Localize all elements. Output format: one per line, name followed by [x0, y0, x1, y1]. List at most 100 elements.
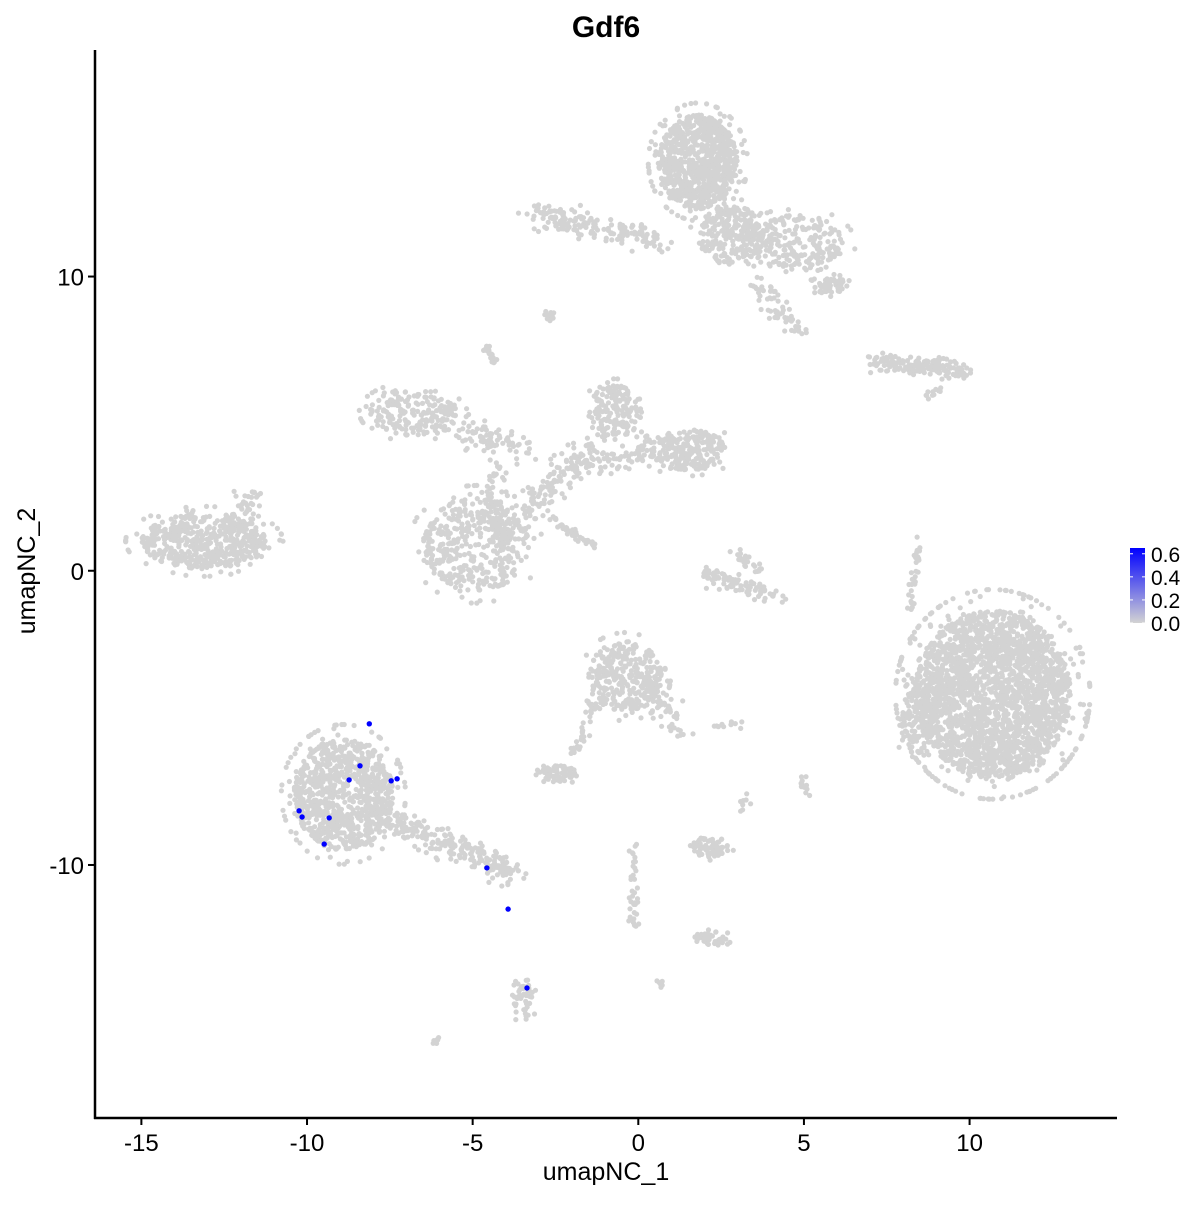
cell-point: [960, 629, 966, 635]
cell-point: [942, 701, 948, 707]
cell-point: [183, 572, 189, 578]
cell-point: [776, 260, 782, 266]
cell-point: [1009, 794, 1016, 800]
cell-point: [658, 190, 664, 196]
cell-point: [812, 290, 818, 296]
cell-point: [1054, 697, 1060, 703]
cell-point: [629, 248, 635, 254]
cell-point: [974, 689, 980, 695]
cell-point: [247, 561, 253, 567]
cell-point: [652, 142, 659, 148]
cell-point: [1034, 655, 1041, 661]
cell-point: [974, 659, 980, 665]
cell-point: [1012, 712, 1018, 718]
cell-point: [1017, 792, 1024, 798]
cell-point: [935, 684, 941, 690]
cell-point: [196, 559, 202, 565]
cell-point: [658, 175, 665, 181]
cell-point: [739, 231, 745, 237]
cell-point: [208, 563, 214, 569]
cell-point: [938, 679, 944, 685]
cell-point: [1000, 705, 1006, 712]
cell-point: [123, 539, 129, 545]
cell-point: [957, 647, 964, 653]
cell-point: [946, 785, 953, 791]
cell-point: [991, 766, 997, 772]
cell-point: [973, 704, 979, 711]
cell-point: [899, 737, 906, 743]
cell-point: [767, 222, 773, 228]
cell-point: [1067, 730, 1073, 736]
cell-point: [235, 562, 241, 568]
cell-point: [999, 610, 1005, 616]
cell-point: [925, 770, 931, 776]
cell-point: [719, 172, 725, 178]
cell-point: [944, 740, 951, 746]
cell-point: [758, 275, 764, 281]
cell-point: [1039, 641, 1045, 648]
cell-point: [957, 655, 964, 661]
cell-point: [688, 224, 694, 230]
cell-point: [553, 215, 559, 221]
cell-point: [932, 776, 939, 782]
cell-point: [716, 258, 722, 264]
cell-point: [945, 768, 951, 774]
cell-point: [250, 511, 256, 517]
cell-point: [796, 327, 802, 333]
cell-point: [687, 208, 693, 214]
cell-point: [959, 685, 965, 692]
cell-point: [909, 754, 916, 760]
cell-point: [662, 117, 668, 123]
cell-point: [1012, 615, 1018, 621]
cell-point: [693, 162, 699, 168]
cell-point: [976, 676, 982, 682]
cell-point: [913, 703, 919, 709]
cell-point: [818, 284, 824, 290]
cell-point: [717, 111, 723, 117]
cell-point: [926, 733, 932, 739]
cell-point: [758, 306, 764, 313]
cell-point: [235, 568, 242, 574]
cell-point: [905, 691, 912, 697]
cell-point: [985, 796, 991, 802]
cell-point: [974, 766, 980, 773]
cell-point: [515, 210, 522, 216]
cell-point: [980, 659, 987, 665]
cell-point: [209, 535, 215, 541]
cell-point: [933, 704, 939, 710]
cell-point: [931, 647, 937, 653]
cell-point: [768, 235, 774, 241]
cell-point: [1020, 716, 1026, 722]
cell-point: [178, 557, 184, 563]
cell-point: [693, 170, 699, 176]
cell-point: [673, 164, 679, 171]
cell-point: [663, 161, 669, 167]
cell-point: [723, 190, 729, 196]
cell-point: [1033, 746, 1039, 753]
cell-point: [634, 236, 640, 242]
cell-point: [992, 684, 998, 690]
cell-point: [782, 228, 788, 235]
cell-point: [149, 532, 155, 538]
cell-point: [1037, 725, 1044, 731]
cell-point: [758, 259, 764, 265]
cell-point: [638, 222, 645, 228]
cell-point: [1034, 704, 1040, 710]
cell-point: [693, 135, 699, 142]
cell-point: [848, 227, 854, 233]
cell-point: [969, 637, 975, 643]
cell-point: [1022, 658, 1028, 664]
cell-point: [741, 241, 748, 248]
cell-point: [1044, 666, 1050, 673]
cell-point: [950, 761, 956, 767]
cell-point: [920, 712, 926, 719]
cell-point: [669, 209, 675, 215]
cell-point: [1059, 751, 1065, 757]
cell-point: [1046, 730, 1052, 736]
cell-point: [1003, 587, 1009, 594]
cell-point: [912, 636, 918, 642]
cell-point: [1008, 774, 1015, 780]
cell-point: [727, 114, 733, 120]
cell-point: [996, 663, 1002, 669]
cell-point: [642, 236, 649, 242]
